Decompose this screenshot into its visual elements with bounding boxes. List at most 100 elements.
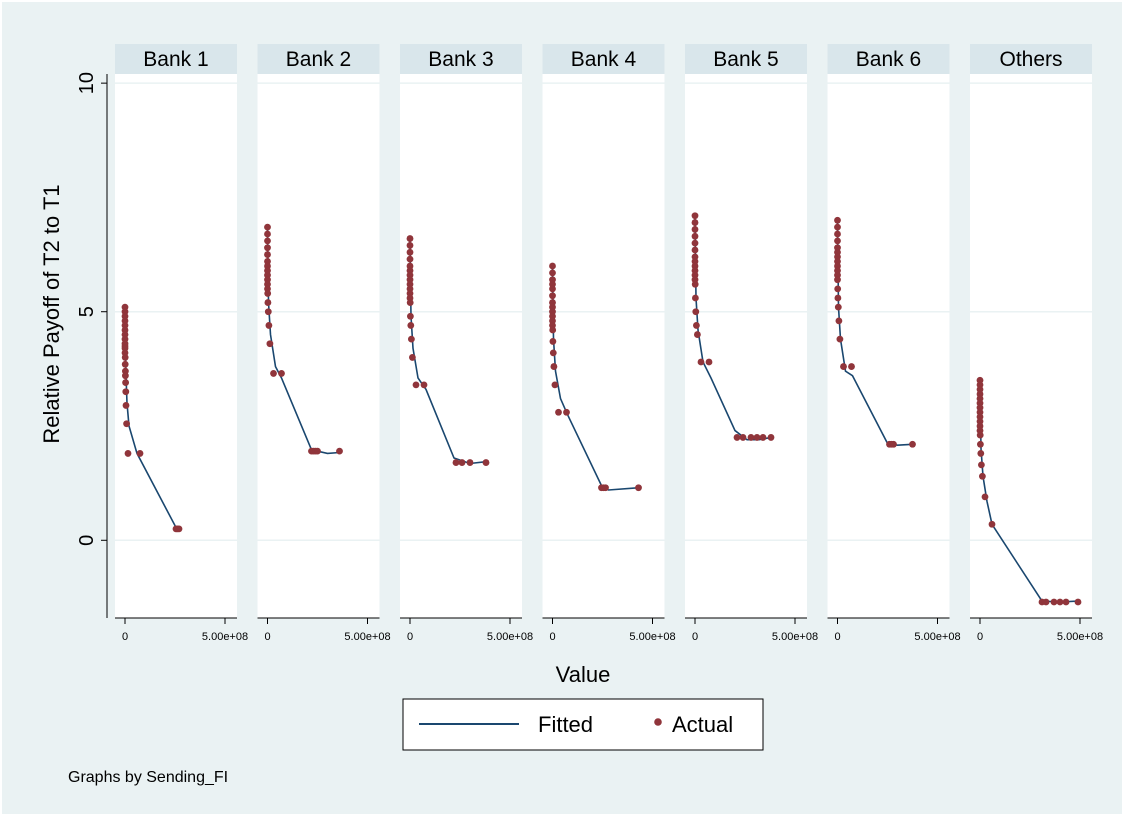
actual-point	[314, 447, 321, 455]
actual-point	[563, 408, 570, 416]
panel-title: Bank 2	[286, 48, 351, 71]
actual-point	[458, 459, 466, 466]
panel-plot-area	[257, 74, 380, 618]
actual-point	[976, 431, 984, 439]
panel-plot-area	[115, 74, 237, 618]
actual-point	[834, 303, 842, 311]
x-tick-label: 0	[407, 631, 413, 643]
actual-point	[549, 349, 557, 357]
actual-point	[551, 381, 559, 389]
panel-strip	[970, 44, 1092, 74]
actual-point	[691, 232, 699, 240]
actual-point	[406, 242, 414, 249]
actual-point	[266, 340, 274, 348]
actual-point	[602, 484, 609, 492]
actual-point	[264, 290, 272, 297]
actual-point	[264, 308, 272, 316]
actual-point	[739, 434, 747, 441]
actual-point	[835, 317, 843, 325]
y-tick-label: 0	[76, 535, 98, 546]
actual-point	[123, 420, 130, 428]
x-tick-label: 5.00e+08	[914, 631, 960, 643]
actual-point	[848, 363, 855, 370]
actual-point	[691, 246, 699, 254]
actual-point	[555, 408, 562, 416]
y-tick-label: 10	[76, 72, 98, 94]
actual-point	[265, 322, 273, 329]
actual-point	[406, 248, 414, 256]
actual-point	[549, 269, 556, 277]
actual-point	[840, 363, 847, 370]
actual-point	[1056, 598, 1064, 606]
panels-group: Bank 1 0 5.00e+08 Bank 2 0 5.00e+08 Bank 3 0 5.0…	[115, 44, 1103, 643]
panel-plot-area	[542, 74, 665, 618]
actual-point	[979, 472, 986, 480]
actual-point	[692, 308, 700, 316]
panel-plot-area	[685, 74, 807, 618]
x-tick-label: 0	[692, 631, 698, 643]
actual-point	[420, 381, 428, 389]
panel-strip	[685, 44, 807, 74]
actual-point	[278, 370, 285, 377]
actual-point	[550, 363, 558, 370]
legend-actual-marker-icon	[654, 718, 662, 726]
legend-fitted-label: Fitted	[538, 712, 593, 737]
actual-point	[466, 459, 474, 466]
legend-actual-label: Actual	[672, 712, 733, 737]
actual-point	[767, 434, 775, 441]
actual-point	[834, 216, 841, 224]
actual-point	[175, 525, 183, 533]
actual-point	[122, 402, 130, 409]
x-tick-label: 0	[834, 631, 840, 643]
actual-point	[336, 447, 343, 455]
actual-point	[733, 434, 741, 441]
legend: Fitted Actual	[402, 698, 764, 751]
actual-point	[1074, 598, 1082, 606]
panel-plot-area	[970, 74, 1092, 618]
actual-point	[409, 354, 416, 361]
actual-point	[408, 335, 415, 343]
x-tick-label: 0	[977, 631, 983, 643]
actual-point	[136, 450, 144, 457]
actual-point	[834, 237, 841, 245]
panel-title: Bank 1	[143, 48, 208, 71]
actual-point	[406, 235, 414, 242]
x-tick-label: 0	[264, 631, 270, 643]
actual-point	[834, 294, 842, 302]
panel: Bank 5 0 5.00e+08	[685, 44, 818, 643]
actual-point	[705, 358, 713, 366]
actual-point	[691, 219, 699, 226]
x-tick-label: 0	[549, 631, 555, 643]
actual-point	[549, 292, 556, 300]
actual-point	[407, 322, 415, 329]
actual-point	[977, 440, 984, 448]
actual-point	[1050, 598, 1058, 606]
panel-title: Others	[999, 48, 1062, 71]
actual-point	[890, 440, 897, 448]
y-axis-label: Relative Payoff of T2 to T1	[39, 184, 64, 443]
actual-point	[694, 331, 701, 338]
panel: Bank 4 0 5.00e+08	[542, 44, 676, 643]
actual-point	[264, 223, 271, 231]
actual-point	[977, 450, 985, 457]
graphs-by-note: Graphs by Sending_FI	[68, 769, 228, 786]
actual-point	[988, 520, 996, 528]
y-tick-label: 5	[76, 306, 98, 317]
actual-point	[836, 335, 844, 343]
x-tick-label: 5.00e+08	[772, 631, 818, 643]
actual-point	[549, 262, 556, 270]
panel-title: Bank 4	[571, 48, 637, 71]
actual-point	[834, 230, 841, 238]
panel-strip	[115, 44, 237, 74]
panel: Others 0 5.00e+08	[970, 44, 1103, 643]
actual-point	[406, 299, 414, 306]
actual-point	[549, 338, 557, 345]
panel-title: Bank 3	[428, 48, 493, 71]
panel: Bank 6 0 5.00e+08	[827, 44, 961, 643]
actual-point	[834, 285, 842, 293]
actual-point	[635, 484, 642, 492]
actual-point	[692, 294, 699, 302]
actual-point	[834, 223, 841, 231]
actual-point	[1042, 598, 1050, 606]
